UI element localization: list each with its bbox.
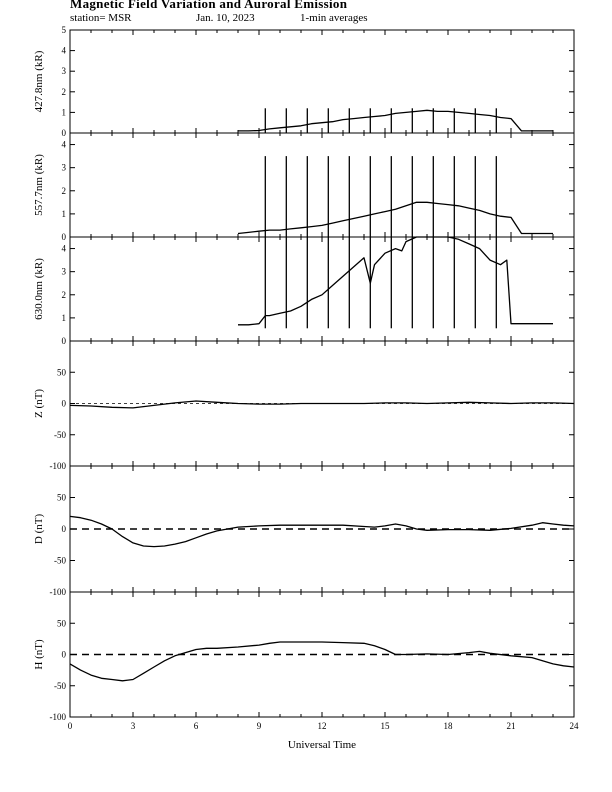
panel-4: -100 -50 0 50 Z (nT) — [33, 340, 575, 471]
y-tick-label: -100 — [50, 712, 67, 722]
y-axis-label: 630.0nm (kR) — [33, 258, 45, 320]
y-axis-label: 427.8nm (kR) — [33, 50, 45, 112]
panel-6: -100 -50 0 50 H (nT) 0 3 6 9 12 15 18 21 24 Universal … — [33, 591, 580, 751]
x-tick-label: 9 — [257, 721, 262, 731]
plot-frame — [69, 236, 575, 342]
x-tick-label: 18 — [444, 721, 454, 731]
y-tick-label: 3 — [62, 267, 67, 277]
series-line — [69, 641, 575, 682]
panel-3: 0 1 2 3 4 630.0nm (kR) — [33, 236, 575, 346]
y-tick-label: 4 — [62, 46, 67, 56]
station-label: station= MSR — [70, 12, 132, 24]
y-tick-label: 50 — [57, 493, 67, 503]
series-line — [238, 236, 553, 326]
x-tick-label: 0 — [68, 721, 73, 731]
y-tick-label: 1 — [62, 209, 67, 219]
series-line — [238, 109, 553, 132]
series-line — [69, 400, 575, 409]
y-tick-label: 2 — [62, 290, 67, 300]
y-tick-label: 50 — [57, 367, 67, 377]
y-tick-label: 0 — [62, 128, 67, 138]
y-tick-label: 0 — [62, 232, 67, 242]
y-tick-label: 4 — [62, 140, 67, 150]
y-tick-label: 3 — [62, 66, 67, 76]
y-tick-label: 0 — [62, 399, 67, 409]
y-tick-label: 0 — [62, 524, 67, 534]
series-line — [237, 201, 553, 235]
x-tick-label: 3 — [131, 721, 136, 731]
x-tick-label: 6 — [194, 721, 199, 731]
chart-title: Magnetic Field Variation and Auroral Emi… — [70, 0, 348, 11]
x-tick-label: 12 — [318, 721, 327, 731]
y-axis-label: H (nT) — [33, 639, 45, 670]
panel-1: 0 1 2 3 4 5 427.8nm (kR) — [33, 25, 575, 138]
y-tick-label: 4 — [62, 244, 67, 254]
averaging-label: 1-min averages — [300, 12, 368, 24]
y-tick-label: -100 — [50, 587, 67, 597]
panel-2: 0 1 2 3 4 557.7nm (kR) — [33, 132, 575, 242]
x-tick-label: 21 — [507, 721, 516, 731]
y-tick-label: 1 — [62, 313, 67, 323]
y-tick-label: 1 — [62, 107, 67, 117]
x-tick-label: 24 — [570, 721, 580, 731]
y-tick-label: -50 — [54, 556, 66, 566]
x-axis-label: Universal Time — [288, 739, 356, 751]
y-tick-label: 2 — [62, 87, 67, 97]
y-tick-label: 50 — [57, 618, 67, 628]
y-tick-label: 3 — [62, 163, 67, 173]
panel-5: -100 -50 0 50 D (nT) — [33, 465, 575, 597]
y-tick-label: -50 — [54, 681, 66, 691]
date-label: Jan. 10, 2023 — [196, 12, 255, 24]
plot-frame — [69, 132, 575, 238]
y-tick-label: 2 — [62, 186, 67, 196]
y-tick-label: -100 — [50, 461, 67, 471]
y-axis-label: Z (nT) — [33, 389, 45, 418]
y-tick-label: 0 — [62, 336, 67, 346]
y-axis-label: D (nT) — [33, 514, 45, 545]
series-line — [69, 515, 575, 548]
y-tick-label: 0 — [62, 650, 67, 660]
y-tick-label: 5 — [62, 25, 67, 35]
x-tick-label: 15 — [381, 721, 391, 731]
y-axis-label: 557.7nm (kR) — [33, 154, 45, 216]
y-tick-label: -50 — [54, 430, 66, 440]
